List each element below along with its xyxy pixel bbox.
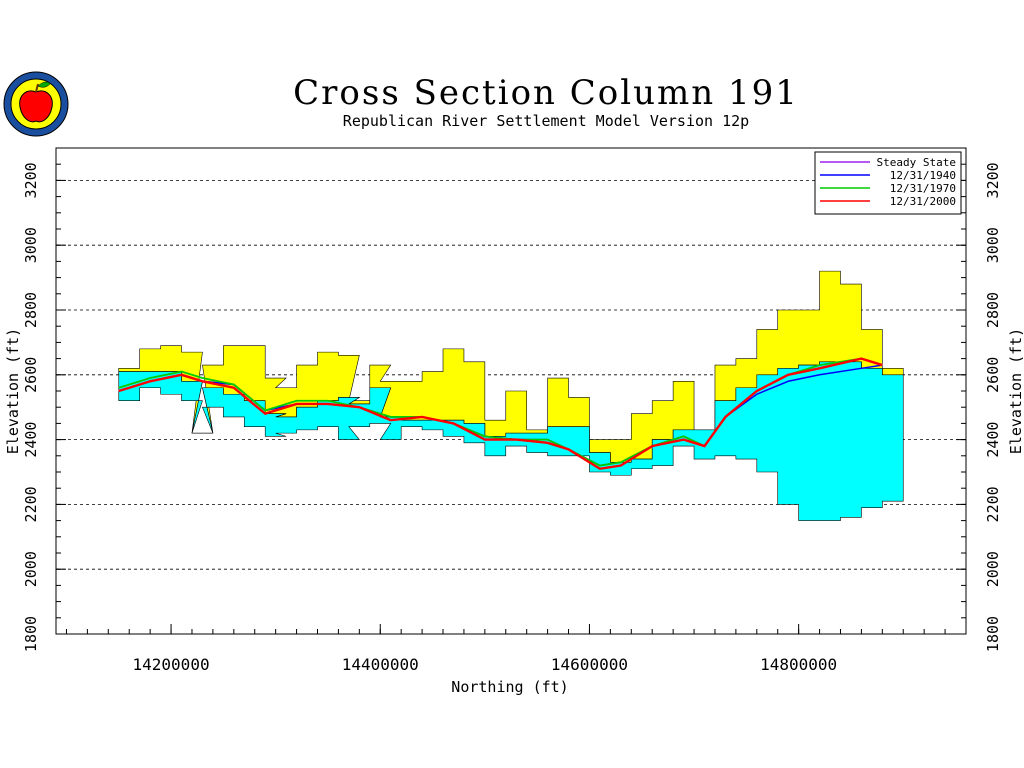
series-lines bbox=[118, 357, 883, 471]
legend: Steady State12/31/194012/31/197012/31/20… bbox=[814, 151, 962, 215]
agency-logo bbox=[3, 71, 69, 137]
y-tick-label-right: 2200 bbox=[984, 486, 1002, 522]
legend-label: 12/31/2000 bbox=[890, 195, 956, 208]
y-tick-label: 2000 bbox=[22, 551, 40, 587]
y-tick-label-right: 3000 bbox=[984, 227, 1002, 263]
y-tick-label: 1800 bbox=[22, 616, 40, 652]
y-tick-label: 3200 bbox=[22, 162, 40, 198]
legend-label: Steady State bbox=[877, 156, 956, 169]
y-tick-label: 2800 bbox=[22, 292, 40, 328]
y-tick-label: 2200 bbox=[22, 486, 40, 522]
y-tick-label: 2600 bbox=[22, 357, 40, 393]
chart-title: Cross Section Column 191 bbox=[293, 73, 799, 113]
y-tick-label-right: 2600 bbox=[984, 357, 1002, 393]
layer-fills bbox=[118, 270, 904, 521]
series-line-3 bbox=[118, 357, 883, 471]
x-tick-label: 14600000 bbox=[551, 655, 628, 674]
y-axis-label-right: Elevation (ft) bbox=[1007, 328, 1024, 454]
axis-ticks: 1800 1800 2000 2000 2200 2200 2400 2400 2600 2600… bbox=[22, 147, 1002, 674]
lower-layer-fill bbox=[118, 361, 904, 521]
x-tick-label: 14200000 bbox=[133, 655, 210, 674]
y-axis-label-left: Elevation (ft) bbox=[4, 328, 22, 454]
y-tick-label: 3000 bbox=[22, 227, 40, 263]
x-axis-label: Northing (ft) bbox=[451, 678, 568, 696]
x-tick-label: 14800000 bbox=[760, 655, 837, 674]
y-tick-label-right: 2800 bbox=[984, 292, 1002, 328]
x-tick-label: 14400000 bbox=[342, 655, 419, 674]
y-tick-label-right: 2400 bbox=[984, 422, 1002, 458]
y-tick-label-right: 3200 bbox=[984, 162, 1002, 198]
legend-label: 12/31/1970 bbox=[890, 182, 956, 195]
y-tick-label-right: 2000 bbox=[984, 551, 1002, 587]
legend-label: 12/31/1940 bbox=[890, 169, 956, 182]
y-tick-label: 2400 bbox=[22, 422, 40, 458]
y-tick-label-right: 1800 bbox=[984, 616, 1002, 652]
chart-subtitle: Republican River Settlement Model Versio… bbox=[343, 112, 749, 130]
